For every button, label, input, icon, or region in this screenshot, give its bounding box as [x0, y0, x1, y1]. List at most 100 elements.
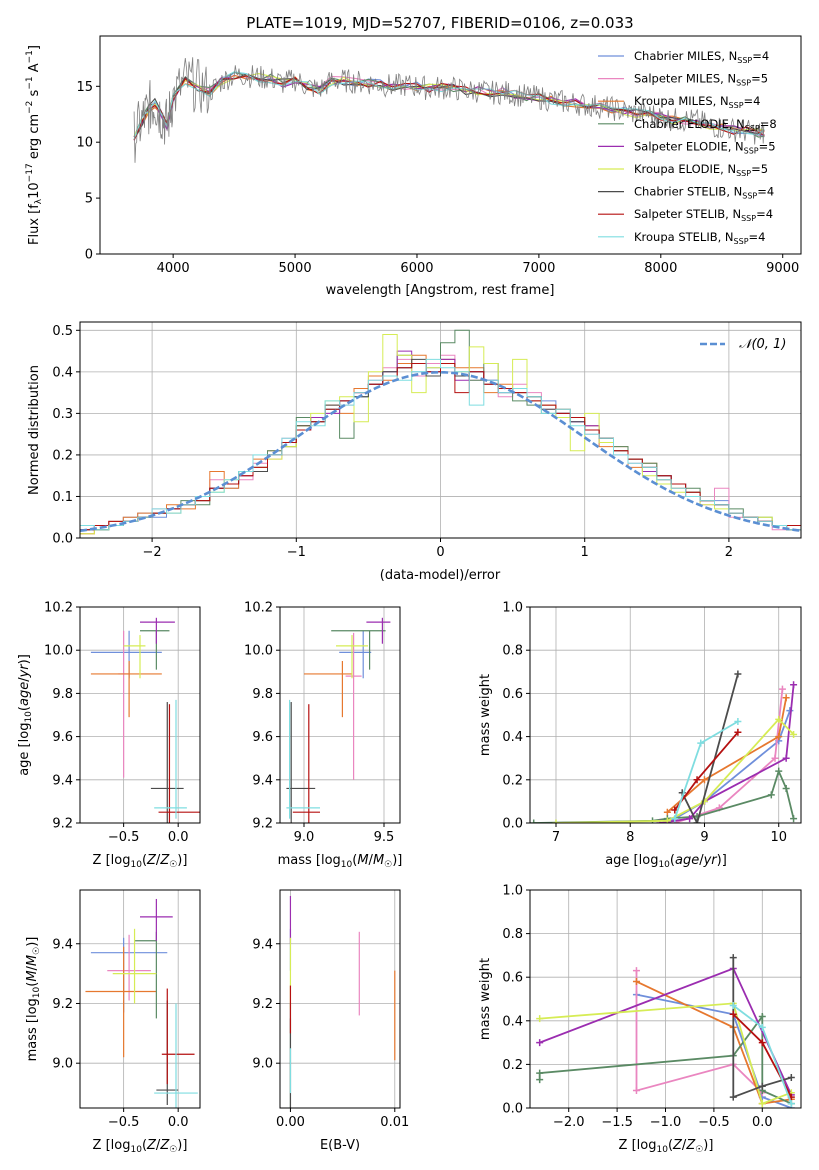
mass-weight-line [636, 980, 792, 1105]
y-tick-label: 0.6 [502, 687, 523, 702]
y-tick-label: 10.2 [244, 601, 273, 616]
x-tick-label: 0 [436, 545, 444, 560]
mass-weight-marker [536, 1015, 544, 1023]
mass-weight-marker [686, 815, 694, 823]
mass-weight-marker [790, 730, 798, 738]
ebv-panel: E(B-V) 0.00 0.01 9.0 9.2 9.4 [252, 889, 409, 1153]
mass-weight-vs-age-xlabel: age [log10(age/yr)] [605, 853, 727, 870]
x-tick-label: −1.0 [650, 1115, 682, 1130]
x-tick-label: 8000 [644, 261, 677, 276]
observed-spectrum-line [133, 57, 765, 163]
ebv-xlabel: E(B-V) [320, 1138, 360, 1153]
y-tick-label: 9.6 [252, 730, 273, 745]
mass-weight-marker [632, 978, 640, 986]
y-tick-label: 0.2 [52, 448, 73, 463]
y-tick-label: 9.0 [252, 1057, 273, 1072]
legend-label: Chabrier STELIB, NSSP=4 [634, 185, 774, 201]
x-tick-label: 0.0 [168, 1115, 189, 1130]
grid-lines [530, 607, 801, 823]
spectrum-axes-frame [99, 35, 802, 255]
y-tick-label: 0.0 [502, 1102, 523, 1117]
x-tick-label: 7 [552, 830, 560, 845]
y-tick-label: 15 [76, 80, 93, 95]
age-vs-mass-panel: mass [log10(M/M☉)] 9.0 9.5 9.2 9.4 9.6 9.8 10.… [244, 601, 402, 871]
mass-weight-marker [671, 815, 679, 823]
mass-weight-marker [729, 1093, 737, 1101]
model-spectrum-line [133, 75, 765, 138]
age-vs-mass-axes-frame [279, 606, 401, 824]
mass-weight-marker [663, 808, 671, 816]
mass-weight-vs-age-axes-frame [529, 606, 802, 824]
y-tick-label: 9.2 [52, 817, 73, 832]
spectrum-legend: Chabrier MILES, NSSP=4 Salpeter MILES, NS… [598, 49, 777, 246]
x-tick-label: 7000 [522, 261, 555, 276]
y-tick-label: 0.5 [52, 324, 73, 339]
legend-label: Salpeter ELODIE, NSSP=5 [634, 139, 776, 155]
y-tick-label: 10 [76, 136, 93, 151]
mass-weight-marker [787, 1100, 795, 1108]
y-tick-label: 0.0 [52, 532, 73, 547]
y-tick-label: 9.0 [52, 1057, 73, 1072]
y-tick-label: 0.2 [502, 1058, 523, 1073]
mass-vs-metallicity-plot-area [80, 890, 200, 1108]
age-vs-metallicity-panel: Z [log10(Z/Z☉)] age [log10(age/yr)] −0.5… [17, 601, 201, 870]
mass-vs-metallicity-panel: Z [log10(Z/Z☉)] mass [log10(M/M☉)] −0.5 0… [25, 889, 201, 1155]
grid-lines [530, 890, 801, 1108]
mass-weight-marker [729, 1010, 737, 1018]
mass-weight-marker [758, 1012, 766, 1020]
x-tick-label: 6000 [400, 261, 433, 276]
mass-weight-line [635, 970, 763, 1094]
x-tick-label: 5000 [279, 261, 312, 276]
mass-weight-marker [536, 1076, 544, 1084]
mass-weight-marker [778, 685, 786, 693]
x-tick-label: 2 [725, 545, 733, 560]
histogram-ylabel: Normed distribution [27, 365, 42, 495]
x-tick-label: 10 [770, 830, 787, 845]
age-vs-mass-xlabel: mass [log10(M/M☉)] [278, 853, 403, 870]
mass-weight-marker [552, 819, 560, 823]
mass-weight-marker [758, 1082, 766, 1090]
y-tick-label: 10.2 [44, 601, 73, 616]
y-tick-label: 9.2 [252, 817, 273, 832]
mass-weight-marker [700, 776, 708, 784]
x-tick-label: 8 [626, 830, 634, 845]
mass-weight-marker [790, 815, 798, 823]
mass-weight-marker [758, 1100, 766, 1108]
mass-weight-vs-metallicity-xlabel: Z [log10(Z/Z☉)] [619, 1138, 714, 1155]
mass-weight-vs-age-plot-area [530, 607, 801, 823]
x-tick-label: 0.0 [168, 830, 189, 845]
mass-weight-marker [775, 715, 783, 723]
mass-weight-vs-age-panel: age [log10(age/yr)] mass weight 7 8 9 10 0.0… [478, 601, 802, 870]
legend-label: Kroupa STELIB, NSSP=4 [634, 230, 765, 246]
x-tick-label: 9.0 [294, 830, 315, 845]
x-tick-label: −1 [287, 545, 306, 560]
ebv-plot-area [280, 890, 400, 1108]
x-tick-label: −0.5 [108, 1115, 140, 1130]
mass-weight-marker [787, 1073, 795, 1081]
mass-weight-marker [536, 1039, 544, 1047]
histogram-plot-area [80, 322, 801, 538]
age-vs-metallicity-ylabel: age [log10(age/yr)] [17, 654, 34, 776]
y-tick-label: 9.4 [252, 773, 273, 788]
mass-weight-marker [729, 1002, 737, 1010]
x-tick-label: 9.5 [374, 830, 395, 845]
mass-weight-marker [782, 694, 790, 702]
x-tick-label: −0.5 [108, 830, 140, 845]
x-tick-label: 0.01 [380, 1115, 409, 1130]
y-tick-label: 0 [85, 248, 93, 263]
x-tick-label: 9 [700, 830, 708, 845]
residual-histogram-panel: (data-model)/error Normed distribution 𝒩… [27, 321, 802, 583]
y-tick-label: 1.0 [502, 601, 523, 616]
mass-vs-metallicity-xlabel: Z [log10(Z/Z☉)] [93, 1138, 188, 1155]
y-tick-label: 0.1 [52, 490, 73, 505]
mass-weight-marker [536, 1069, 544, 1077]
ebv-axes-frame [279, 889, 401, 1109]
normal-legend-label: 𝒩(0, 1) [739, 337, 786, 352]
mass-weight-vs-metallicity-panel: Z [log10(Z/Z☉)] mass weight −2.0 −1.5 −1.0… [478, 884, 802, 1155]
y-tick-label: 9.6 [52, 730, 73, 745]
y-tick-label: 9.8 [52, 687, 73, 702]
mass-weight-marker [790, 681, 798, 689]
x-tick-label: −2 [143, 545, 162, 560]
x-tick-label: 1 [581, 545, 589, 560]
